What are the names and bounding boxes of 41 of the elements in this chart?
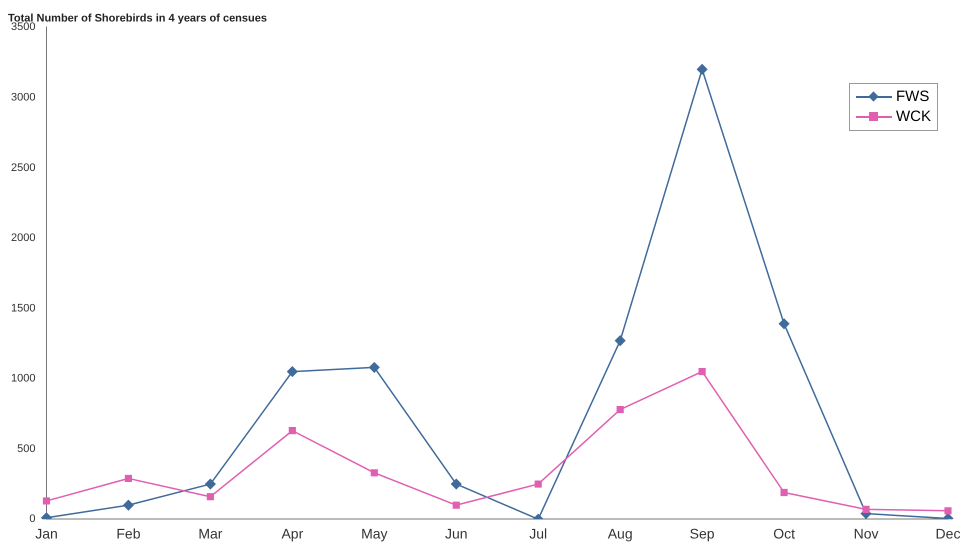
point	[778, 318, 790, 330]
y-tick-label: 0	[29, 513, 36, 526]
x-tick-label: Jan	[35, 525, 58, 542]
y-tick-label: 500	[17, 442, 36, 455]
point	[451, 478, 462, 490]
point	[205, 478, 216, 490]
point	[42, 497, 50, 505]
point	[124, 474, 132, 482]
point	[780, 488, 788, 496]
x-tick-label: Nov	[854, 525, 878, 542]
point	[696, 64, 708, 75]
x-tick-label: Jun	[444, 525, 468, 542]
y-tick-label: 1000	[10, 372, 36, 385]
point	[452, 502, 460, 509]
y-tick-label: 3000	[10, 92, 36, 104]
point	[123, 500, 134, 510]
x-tick-label: Sep	[690, 525, 715, 542]
point	[616, 406, 624, 414]
point	[287, 366, 298, 377]
point	[370, 469, 378, 476]
x-tick-label: Oct	[773, 525, 796, 542]
legend-label: WCK	[896, 107, 931, 127]
point	[369, 362, 380, 373]
point	[862, 506, 870, 513]
x-tick-label: Feb	[116, 525, 141, 542]
y-tick-label: 2500	[10, 162, 36, 174]
x-tick-label: Aug	[608, 525, 633, 542]
legend-label: FWS	[896, 87, 930, 107]
x-tick-label: Dec	[936, 525, 960, 542]
point	[698, 368, 706, 376]
point	[534, 480, 542, 488]
x-tick-label: Apr	[281, 525, 304, 542]
point	[944, 507, 952, 514]
point	[614, 335, 626, 346]
point	[288, 427, 296, 434]
x-tick-label: Mar	[198, 525, 223, 542]
y-tick-label: 1500	[10, 302, 36, 314]
y-tick-label: 2000	[10, 232, 36, 244]
point	[206, 493, 214, 500]
x-tick-label: May	[361, 525, 388, 542]
x-tick-label: Jul	[529, 525, 548, 542]
